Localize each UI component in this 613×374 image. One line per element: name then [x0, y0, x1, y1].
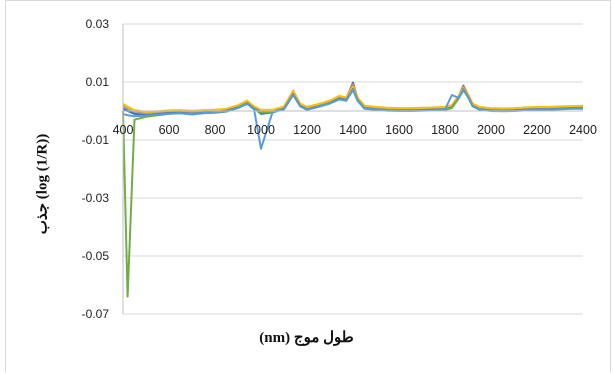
x-tick-label: 2200 — [523, 123, 551, 137]
x-tick-label: 1000 — [247, 123, 275, 137]
x-tick-label: 600 — [159, 123, 180, 137]
x-tick-label: 1600 — [385, 123, 413, 137]
x-tick-label: 1400 — [339, 123, 367, 137]
x-tick-label: 2000 — [477, 123, 505, 137]
x-tick-label: 400 — [113, 123, 134, 137]
x-tick-label: 800 — [205, 123, 226, 137]
y-axis-label: (log (1/R)) جذب — [34, 133, 51, 235]
series-group — [122, 81, 584, 298]
y-tick-label: -0.05 — [82, 249, 110, 263]
x-tick-label: 2400 — [569, 123, 597, 137]
gridlines — [123, 23, 583, 315]
series-line-3 — [122, 86, 584, 113]
y-tick-label: -0.07 — [82, 307, 110, 321]
y-tick-label: 0.03 — [86, 17, 110, 31]
x-tick-labels: 400 600 800 1000 1200 1400 1600 1800 2000 2200 240… — [113, 123, 597, 137]
x-tick-label: 1200 — [293, 123, 321, 137]
chart-area — [5, 0, 611, 372]
x-axis-label: طول موج (nm) — [259, 330, 354, 346]
y-tick-label: -0.03 — [82, 191, 110, 205]
axes — [122, 24, 583, 314]
y-tick-label: 0.01 — [86, 75, 110, 89]
series-line-5 — [122, 89, 583, 298]
y-tick-labels: 0.03 0.01 -0.01 -0.03 -0.05 -0.07 — [82, 17, 110, 321]
y-tick-label: -0.01 — [82, 133, 110, 147]
x-tick-label: 1800 — [431, 123, 459, 137]
